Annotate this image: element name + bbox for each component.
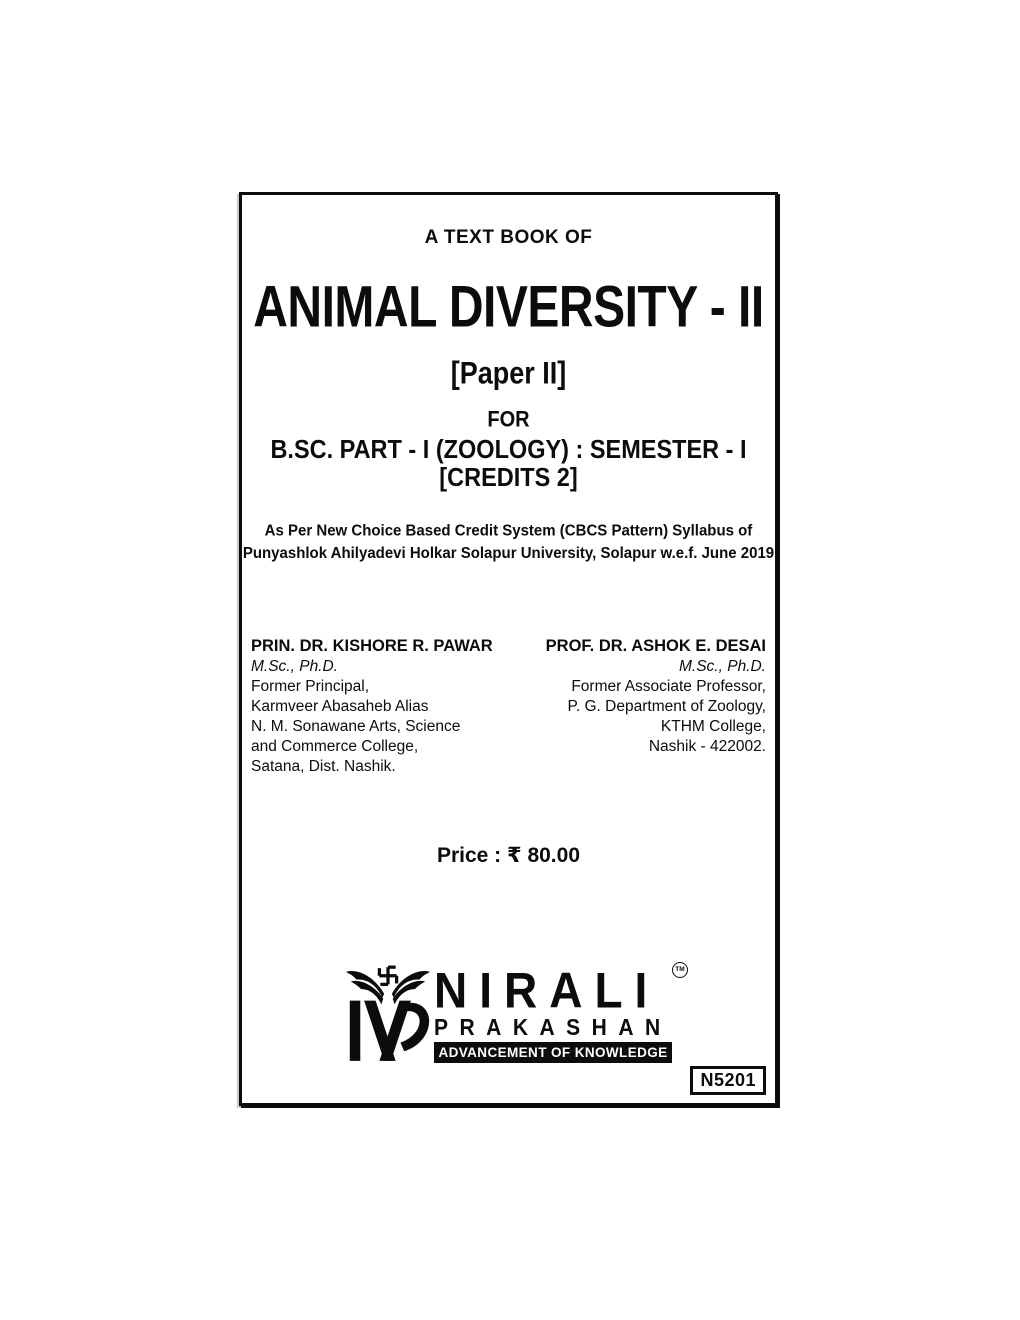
- author-left-line: and Commerce College,: [251, 738, 419, 755]
- cover-tagline: A TEXT BOOK OF: [424, 227, 593, 248]
- course-line: B.SC. PART - I (ZOOLOGY) : SEMESTER - I: [270, 434, 747, 464]
- author-right-degrees: M.Sc., Ph.D.: [679, 658, 766, 675]
- book-code-badge: N5201: [690, 1066, 766, 1095]
- author-left-degrees: M.Sc., Ph.D.: [251, 658, 338, 675]
- author-left-line: N. M. Sonawane Arts, Science: [251, 718, 461, 735]
- for-label: FOR: [487, 407, 530, 433]
- publisher-name: NIRALI: [434, 962, 660, 1019]
- author-left-line: Former Principal,: [251, 678, 369, 695]
- author-right-line: Former Associate Professor,: [571, 678, 766, 695]
- swastika-icon: [377, 965, 399, 987]
- author-left-line: Satana, Dist. Nashik.: [251, 758, 396, 775]
- price-label: Price : ₹ 80.00: [436, 844, 581, 867]
- trademark-icon: TM: [672, 962, 688, 978]
- syllabus-line-1: As Per New Choice Based Credit System (C…: [264, 522, 753, 540]
- author-right-line: KTHM College,: [660, 718, 766, 735]
- authors-block: PRIN. DR. KISHORE R. PAWAR M.Sc., Ph.D. …: [242, 635, 775, 777]
- syllabus-line-2: Punyashlok Ahilyadevi Holkar Solapur Uni…: [242, 544, 775, 562]
- author-right-name: PROF. DR. ASHOK E. DESAI: [545, 637, 766, 655]
- publisher-subname: PRAKASHAN: [434, 1015, 672, 1041]
- book-title: ANIMAL DIVERSITY - II: [253, 275, 764, 340]
- publisher-slogan: ADVANCEMENT OF KNOWLEDGE: [434, 1042, 672, 1063]
- author-left-line: Karmveer Abasaheb Alias: [251, 698, 429, 715]
- nirali-monogram-icon: [345, 965, 431, 1061]
- author-right-line: Nashik - 422002.: [648, 738, 766, 755]
- syllabus-note: As Per New Choice Based Credit System (C…: [242, 520, 775, 564]
- cover-border-frame: A TEXT BOOK OF ANIMAL DIVERSITY - II [Pa…: [239, 192, 778, 1106]
- publisher-logo: NIRALI TM PRAKASHAN ADVANCEMENT OF KNOWL…: [242, 962, 775, 1063]
- author-left-name: PRIN. DR. KISHORE R. PAWAR: [251, 637, 493, 655]
- author-left: PRIN. DR. KISHORE R. PAWAR M.Sc., Ph.D. …: [251, 635, 493, 777]
- author-right-line: P. G. Department of Zoology,: [567, 698, 766, 715]
- paper-number: [Paper II]: [450, 355, 567, 391]
- credits-line: [CREDITS 2]: [439, 462, 578, 492]
- publisher-logo-text: NIRALI TM PRAKASHAN ADVANCEMENT OF KNOWL…: [434, 962, 688, 1063]
- author-right: PROF. DR. ASHOK E. DESAI M.Sc., Ph.D. Fo…: [546, 635, 766, 777]
